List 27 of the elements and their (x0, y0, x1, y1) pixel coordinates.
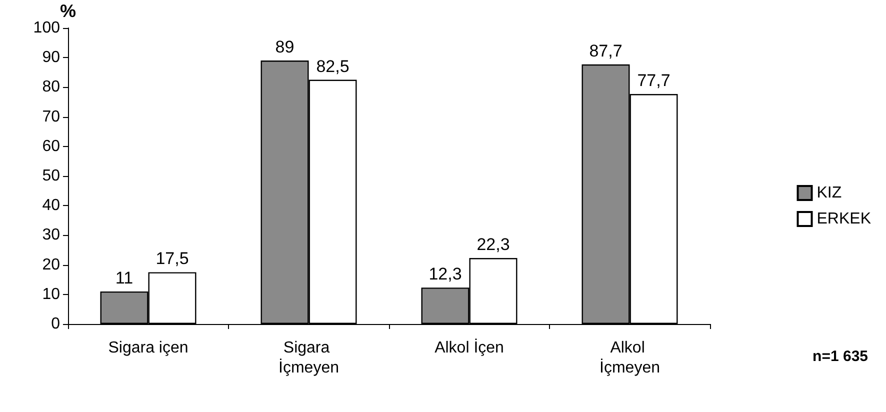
y-tick-label: 80 (42, 78, 60, 96)
y-axis-title: % (60, 1, 76, 22)
x-tick-label: Sigara içen (108, 340, 188, 356)
data-label: 82,5 (316, 56, 350, 76)
data-label: 17,5 (156, 249, 189, 268)
y-tick-label: 10 (42, 286, 60, 303)
y-tick-label: 70 (42, 108, 60, 126)
data-label: 22,3 (476, 234, 510, 254)
y-tick-label: 50 (42, 168, 60, 184)
y-tick-label: 0 (51, 316, 60, 332)
legend-label: KIZ (816, 184, 842, 202)
y-tick-label: 40 (42, 197, 60, 214)
legend-label: ERKEK (816, 210, 872, 228)
data-label: 77,7 (637, 71, 670, 90)
y-tick-label: 60 (42, 138, 60, 155)
y-tick-label: 30 (42, 226, 60, 244)
text: n=1 635 (812, 348, 868, 365)
x-tick-label: Alkol İçmeyen (600, 340, 660, 376)
x-tick-label: Alkol İçen (434, 338, 504, 356)
data-label: 12,3 (428, 264, 462, 284)
y-tick-label: 20 (42, 256, 60, 274)
x-tick-label: Sigara İçmeyen (278, 340, 339, 376)
data-label: 89 (275, 38, 294, 57)
y-tick-label: 90 (42, 49, 60, 66)
data-label: 11 (115, 268, 134, 288)
y-tick-label: 100 (33, 20, 60, 36)
data-label: 87,7 (589, 41, 622, 60)
